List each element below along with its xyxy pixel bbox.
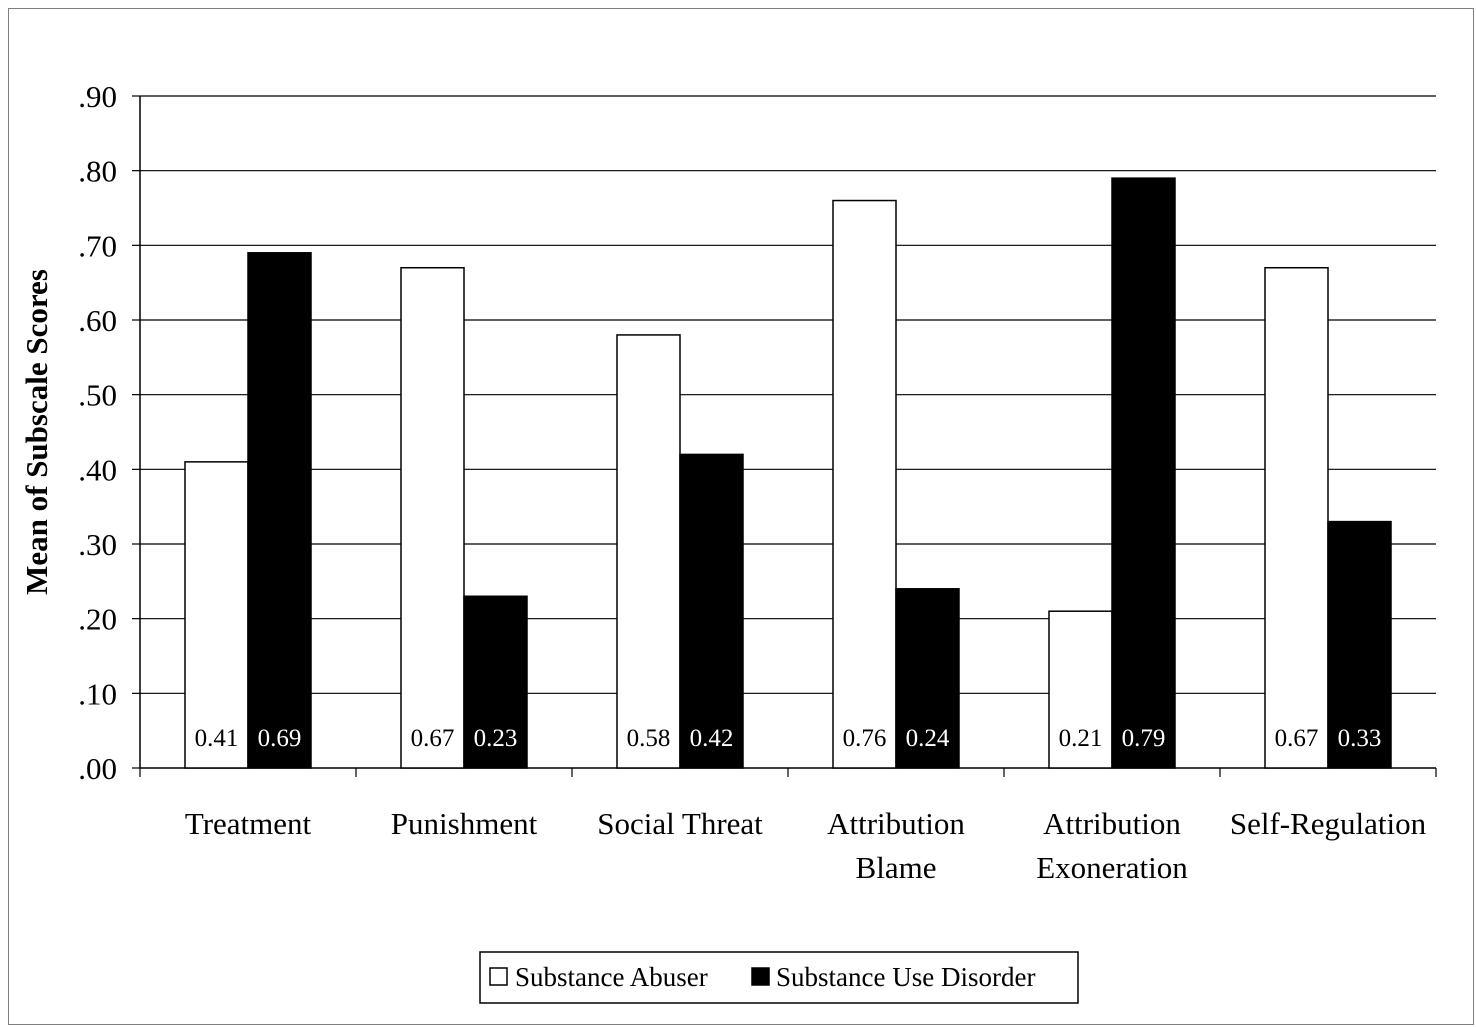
gridlines <box>140 95 1436 694</box>
bar-substance-abuser <box>832 199 897 769</box>
y-axis-title: Mean of Subscale Scores <box>19 269 54 595</box>
data-label: 0.79 <box>1122 725 1166 752</box>
bars <box>184 177 1392 769</box>
legend-label-substance-abuser: Substance Abuser <box>515 962 708 992</box>
bar-substance-abuser <box>184 461 249 769</box>
x-category-label: Blame <box>856 850 937 885</box>
x-category-label: Treatment <box>185 806 312 841</box>
y-tick-label: .00 <box>78 751 117 786</box>
data-label: 0.58 <box>627 725 671 752</box>
bar-substance-abuser <box>616 334 681 769</box>
legend-box <box>479 951 1079 1004</box>
y-tick-label: .30 <box>78 527 117 562</box>
data-labels: 0.41 0.67 0.58 0.76 0.21 0.67 0.69 0.23 0.42 0.24… <box>195 725 1382 752</box>
axes: .00 .10 .20 .30 .40 .50 .60 .70 .80 .90 <box>78 79 1437 786</box>
legend: Substance Abuser Substance Use Disorder <box>479 951 1079 1004</box>
bar-substance-use-disorder <box>1327 520 1392 769</box>
x-category-label: Punishment <box>391 806 538 841</box>
y-tick-label: .90 <box>78 79 117 114</box>
bar-substance-use-disorder <box>463 595 528 769</box>
data-label: 0.41 <box>195 725 239 752</box>
category-labels: Treatment Punishment Social Threat Attribut… <box>185 806 1427 885</box>
bar-substance-abuser <box>400 266 465 769</box>
bar-substance-use-disorder <box>247 252 312 769</box>
bar-substance-use-disorder <box>1111 177 1176 769</box>
data-label: 0.76 <box>843 725 887 752</box>
legend-swatch-substance-abuser <box>489 967 508 986</box>
bar-substance-abuser <box>1048 610 1113 769</box>
y-tick-label: .50 <box>78 378 117 413</box>
data-label: 0.67 <box>1275 725 1319 752</box>
bar-substance-abuser <box>1264 266 1329 769</box>
x-category-label: Social Threat <box>597 806 763 841</box>
bar-substance-use-disorder <box>895 588 960 769</box>
x-category-label: Self-Regulation <box>1230 806 1427 841</box>
data-label: 0.33 <box>1338 725 1382 752</box>
data-label: 0.42 <box>690 725 734 752</box>
y-tick-label: .40 <box>78 452 117 487</box>
data-label: 0.24 <box>906 725 950 752</box>
x-category-label: Attribution <box>827 806 965 841</box>
y-tick-label: .70 <box>78 228 117 263</box>
y-tick-label: .20 <box>78 602 117 637</box>
y-tick-label: .60 <box>78 303 117 338</box>
y-tick-label: .10 <box>78 676 117 711</box>
x-category-label: Exoneration <box>1036 850 1188 885</box>
legend-swatch-substance-use-disorder <box>751 967 770 986</box>
x-category-label: Attribution <box>1043 806 1181 841</box>
bar-substance-use-disorder <box>679 453 744 769</box>
data-label: 0.69 <box>258 725 302 752</box>
data-label: 0.23 <box>474 725 518 752</box>
data-label: 0.67 <box>411 725 455 752</box>
legend-label-substance-use-disorder: Substance Use Disorder <box>776 962 1035 992</box>
data-label: 0.21 <box>1059 725 1103 752</box>
y-tick-label: .80 <box>78 154 117 189</box>
